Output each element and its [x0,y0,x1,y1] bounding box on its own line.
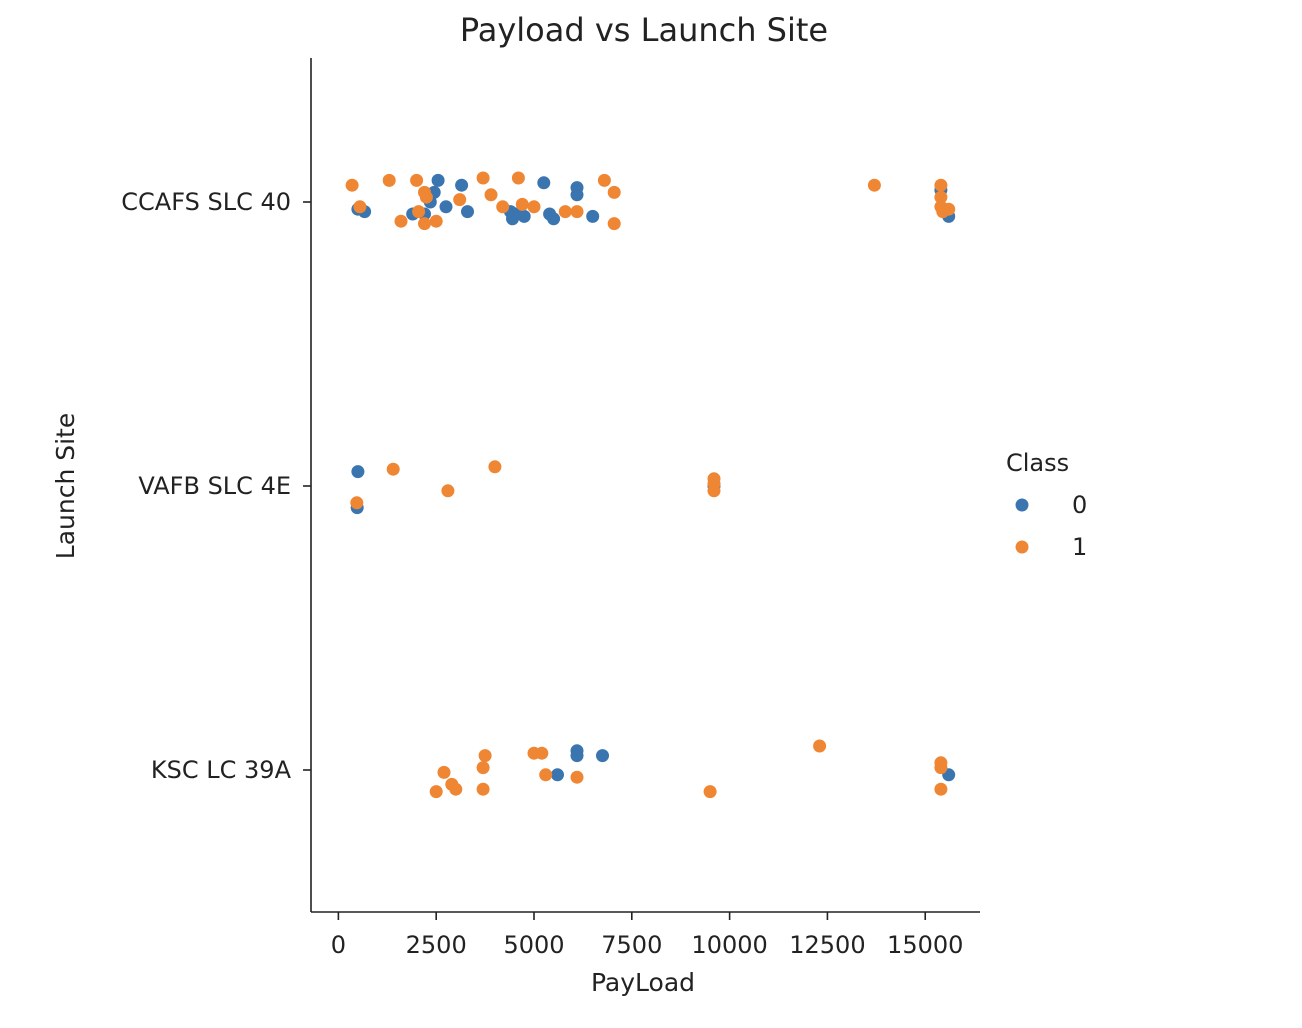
data-point-class-0 [537,176,551,190]
y-tick-label: VAFB SLC 4E [138,472,291,500]
y-tick-label: KSC LC 39A [151,756,292,784]
data-point-class-1 [703,785,717,799]
data-point-class-1 [476,782,490,796]
data-point-class-1 [488,460,502,474]
x-tick-label: 10000 [691,931,767,959]
data-point-class-1 [707,484,721,498]
data-point-class-0 [455,178,469,192]
y-tick-label: CCAFS SLC 40 [121,188,291,216]
data-point-class-1 [934,761,948,775]
legend-marker-class-0 [1015,498,1029,512]
data-point-class-1 [570,205,584,219]
data-point-class-1 [496,200,510,214]
data-point-class-1 [607,185,621,199]
data-point-class-1 [350,496,364,510]
legend-marker-class-1 [1015,540,1029,554]
data-point-class-0 [551,768,564,782]
legend-label-class-1: 1 [1072,533,1087,561]
data-point-class-0 [596,749,609,763]
data-point-class-1 [535,746,549,760]
x-tick-label: 15000 [887,931,963,959]
data-point-class-0 [547,212,561,226]
data-point-class-0 [517,209,531,223]
data-point-class-0 [351,465,365,479]
data-point-class-1 [942,202,956,216]
x-ticks: 0 2500 5000 7500 10000 12500 15000 [331,912,963,959]
legend: Class 0 1 [1006,449,1087,561]
legend-title: Class [1006,449,1069,477]
data-point-class-0 [570,188,584,202]
data-point-class-1 [449,782,463,796]
data-point-class-1 [419,190,433,204]
data-point-class-1 [570,770,584,784]
data-point-class-1 [412,205,426,219]
y-ticks: CCAFS SLC 40 VAFB SLC 4E KSC LC 39A [121,188,311,784]
data-point-class-1 [607,217,621,231]
x-tick-label: 12500 [789,931,865,959]
data-point-class-0 [431,173,445,187]
data-point-class-1 [813,739,827,753]
data-point-class-0 [439,200,453,214]
data-point-class-0 [570,749,584,763]
data-point-class-1 [386,462,400,476]
legend-label-class-0: 0 [1072,491,1087,519]
x-tick-label: 5000 [503,931,564,959]
x-tick-label: 0 [331,931,346,959]
data-point-class-1 [478,749,492,763]
data-point-class-1 [353,200,367,214]
data-point-class-1 [394,214,408,228]
data-point-class-0 [586,209,600,223]
data-point-class-1 [558,205,572,219]
plot-area: CCAFS SLC 40 VAFB SLC 4E KSC LC 39A 0 2500 5… [121,58,980,959]
x-tick-label: 7500 [601,931,662,959]
data-point-class-1 [867,178,881,192]
data-point-class-1 [515,197,529,211]
data-point-class-1 [453,193,467,207]
data-point-class-1 [437,765,451,779]
data-point-class-1 [382,173,396,187]
data-point-class-1 [476,761,490,775]
data-point-class-1 [539,768,553,782]
data-point-class-1 [441,484,455,498]
data-point-class-1 [345,178,359,192]
x-axis-label: PayLoad [591,968,695,997]
x-tick-label: 2500 [406,931,467,959]
data-point-class-1 [418,217,431,231]
data-point-class-1 [527,200,541,214]
data-point-class-1 [511,171,525,185]
data-point-class-1 [429,214,443,228]
chart-title: Payload vs Launch Site [460,11,828,49]
data-point-class-1 [476,171,490,185]
data-points [345,171,956,799]
data-point-class-1 [934,190,948,204]
data-point-class-1 [934,782,948,796]
data-point-class-1 [934,178,948,192]
data-point-class-1 [429,785,443,799]
data-point-class-1 [410,173,424,187]
data-point-class-1 [597,173,611,187]
y-axis-label: Launch Site [51,413,80,559]
data-point-class-1 [484,188,498,202]
data-point-class-0 [461,205,474,219]
